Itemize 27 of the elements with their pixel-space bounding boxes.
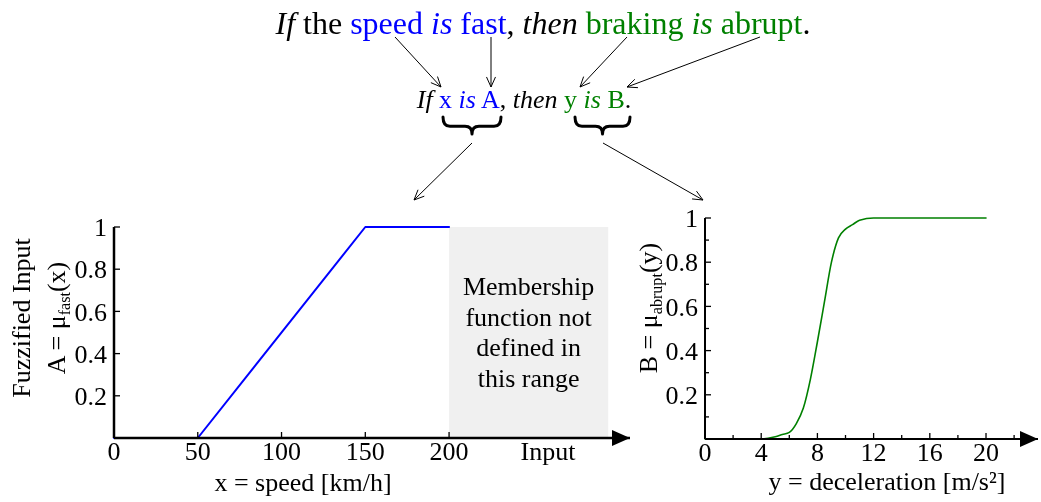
x-tick-label: 150 xyxy=(345,437,385,466)
y-tick-label: 0.4 xyxy=(74,339,107,369)
y-tick-label: 0.2 xyxy=(74,381,107,411)
x-tick-label: 0 xyxy=(107,437,121,466)
x-tick-label: 4 xyxy=(754,438,768,467)
y-tick-label: 0.2 xyxy=(665,380,698,410)
y-tick-label: 0.8 xyxy=(74,255,107,285)
band-label: Membership function not defined in this range xyxy=(462,272,595,393)
x-tick-label: 20 xyxy=(973,438,1000,467)
y-tick-label: 0.4 xyxy=(665,336,698,366)
x-tick-label: 16 xyxy=(916,438,943,467)
y-tick-label: 0.6 xyxy=(74,297,107,327)
annotation: Input xyxy=(520,437,577,466)
text: If x is A, then y is B. xyxy=(416,85,632,114)
y-tick-label: 1 xyxy=(685,204,698,234)
x-tick-label: 8 xyxy=(810,438,824,467)
y-tick-label: 0.8 xyxy=(665,248,698,278)
x-axis-title: x = speed [km/h] xyxy=(214,468,392,497)
x-tick-label: 200 xyxy=(429,437,469,466)
x-tick-label: 0 xyxy=(698,438,712,467)
x-axis-title: y = deceleration [m/s²] xyxy=(768,467,1006,496)
x-tick-label: 100 xyxy=(262,437,302,466)
x-tick-label: 50 xyxy=(184,437,211,466)
y-tick-label: 1 xyxy=(94,213,107,243)
text: If the speed is fast, then braking is abrupt. xyxy=(275,5,811,41)
x-tick-label: 12 xyxy=(860,438,887,467)
y-tick-label: 0.6 xyxy=(665,292,698,322)
